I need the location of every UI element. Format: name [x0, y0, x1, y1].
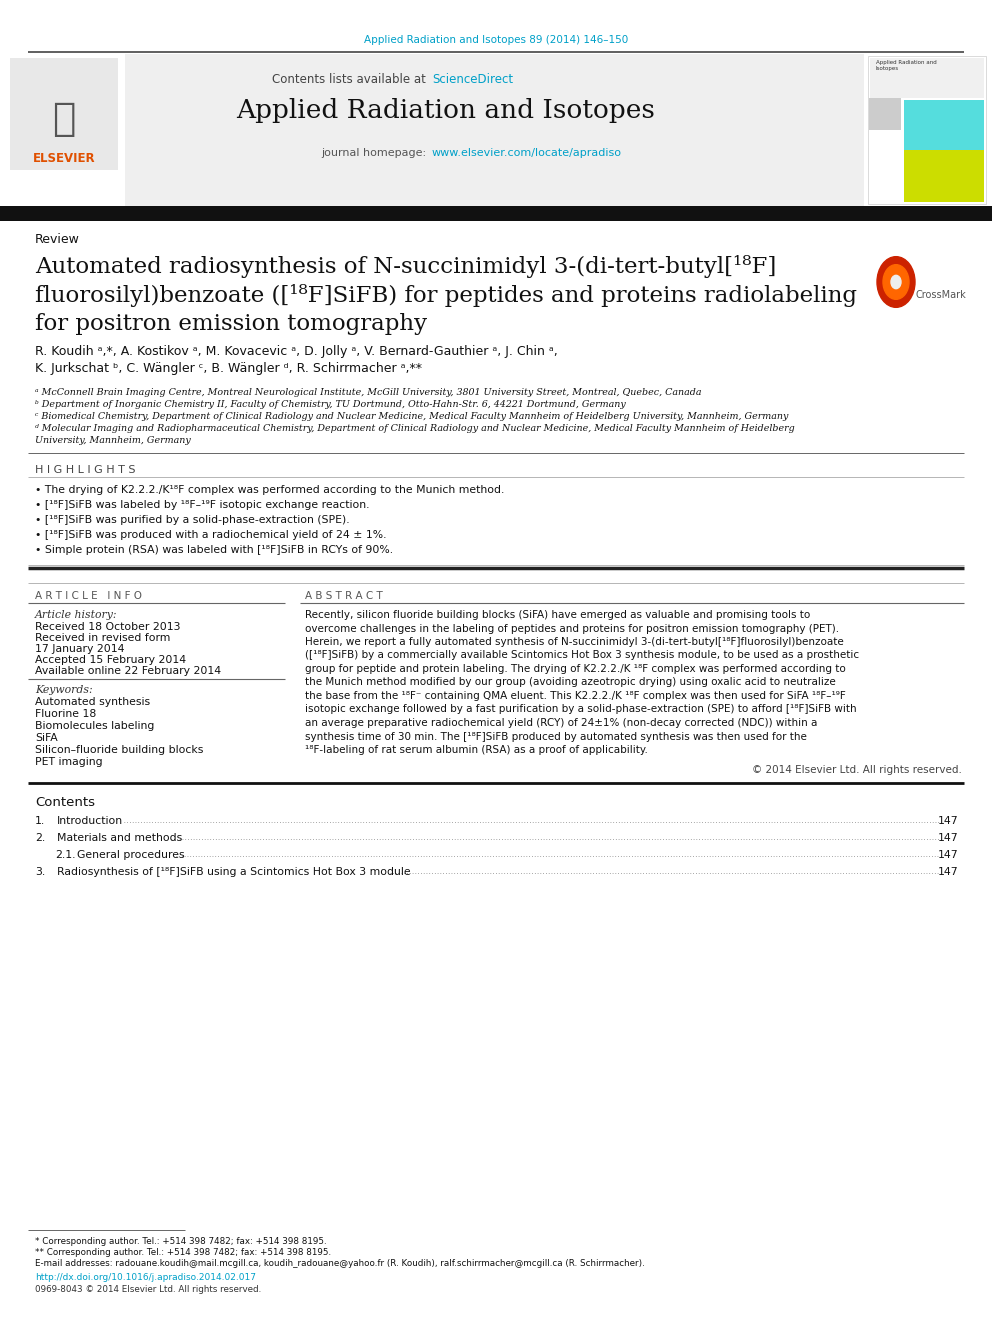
Bar — [0, 206, 992, 221]
Text: Keywords:: Keywords: — [35, 685, 92, 695]
Text: ᵈ Molecular Imaging and Radiopharmaceutical Chemistry, Department of Clinical Ra: ᵈ Molecular Imaging and Radiopharmaceuti… — [35, 423, 795, 433]
Text: General procedures: General procedures — [77, 849, 185, 860]
Text: Article history:: Article history: — [35, 610, 117, 620]
Text: PET imaging: PET imaging — [35, 757, 102, 767]
Text: ᵇ Department of Inorganic Chemistry II, Faculty of Chemistry, TU Dortmund, Otto-: ᵇ Department of Inorganic Chemistry II, … — [35, 400, 626, 409]
Bar — [904, 149, 984, 202]
Text: 2.: 2. — [35, 833, 46, 843]
Text: Radiosynthesis of [¹⁸F]SiFB using a Scintomics Hot Box 3 module: Radiosynthesis of [¹⁸F]SiFB using a Scin… — [57, 867, 411, 877]
Text: • Simple protein (RSA) was labeled with [¹⁸F]SiFB in RCYs of 90%.: • Simple protein (RSA) was labeled with … — [35, 545, 393, 556]
Text: Contents lists available at: Contents lists available at — [273, 73, 430, 86]
Text: Review: Review — [35, 233, 80, 246]
Text: 17 January 2014: 17 January 2014 — [35, 644, 125, 654]
Text: www.elsevier.com/locate/apradiso: www.elsevier.com/locate/apradiso — [432, 148, 622, 157]
Text: Applied Radiation and Isotopes 89 (2014) 146–150: Applied Radiation and Isotopes 89 (2014)… — [364, 34, 628, 45]
Text: A R T I C L E   I N F O: A R T I C L E I N F O — [35, 591, 142, 601]
Text: an average preparative radiochemical yield (RCY) of 24±1% (non-decay corrected (: an average preparative radiochemical yie… — [305, 718, 817, 728]
Text: Fluorine 18: Fluorine 18 — [35, 709, 96, 718]
Text: 147: 147 — [937, 849, 958, 860]
Bar — [904, 101, 984, 149]
Text: overcome challenges in the labeling of peptides and proteins for positron emissi: overcome challenges in the labeling of p… — [305, 623, 839, 634]
Text: http://dx.doi.org/10.1016/j.apradiso.2014.02.017: http://dx.doi.org/10.1016/j.apradiso.201… — [35, 1273, 256, 1282]
Bar — [870, 58, 984, 98]
Circle shape — [891, 275, 901, 288]
Text: Silicon–fluoride building blocks: Silicon–fluoride building blocks — [35, 745, 203, 755]
Text: 3.: 3. — [35, 867, 46, 877]
Text: © 2014 Elsevier Ltd. All rights reserved.: © 2014 Elsevier Ltd. All rights reserved… — [752, 765, 962, 775]
Bar — [10, 58, 118, 169]
Text: isotopic exchange followed by a fast purification by a solid-phase-extraction (S: isotopic exchange followed by a fast pur… — [305, 705, 857, 714]
Text: E-mail addresses: radouane.koudih@mail.mcgill.ca, koudih_radouane@yahoo.fr (R. K: E-mail addresses: radouane.koudih@mail.m… — [35, 1259, 645, 1267]
Text: the base from the ¹⁸F⁻ containing QMA eluent. This K2.2.2./K ¹⁸F complex was the: the base from the ¹⁸F⁻ containing QMA el… — [305, 691, 846, 701]
Text: R. Koudih ᵃ,*, A. Kostikov ᵃ, M. Kovacevic ᵃ, D. Jolly ᵃ, V. Bernard-Gauthier ᵃ,: R. Koudih ᵃ,*, A. Kostikov ᵃ, M. Kovacev… — [35, 345, 558, 359]
Text: 147: 147 — [937, 867, 958, 877]
Text: 147: 147 — [937, 833, 958, 843]
Circle shape — [883, 265, 909, 299]
Text: K. Jurkschat ᵇ, C. Wängler ᶜ, B. Wängler ᵈ, R. Schirrmacher ᵃ,**: K. Jurkschat ᵇ, C. Wängler ᶜ, B. Wängler… — [35, 363, 422, 374]
Text: • The drying of K2.2.2./K¹⁸F complex was performed according to the Munich metho: • The drying of K2.2.2./K¹⁸F complex was… — [35, 486, 504, 495]
Text: Available online 22 February 2014: Available online 22 February 2014 — [35, 665, 221, 676]
Text: 0969-8043 © 2014 Elsevier Ltd. All rights reserved.: 0969-8043 © 2014 Elsevier Ltd. All right… — [35, 1285, 261, 1294]
Text: 🌳: 🌳 — [53, 101, 75, 138]
Text: ¹⁸F-labeling of rat serum albumin (RSA) as a proof of applicability.: ¹⁸F-labeling of rat serum albumin (RSA) … — [305, 745, 648, 755]
Text: Applied Radiation and Isotopes: Applied Radiation and Isotopes — [236, 98, 656, 123]
Text: Biomolecules labeling: Biomolecules labeling — [35, 721, 155, 732]
Text: Materials and methods: Materials and methods — [57, 833, 183, 843]
Text: • [¹⁸F]SiFB was purified by a solid-phase-extraction (SPE).: • [¹⁸F]SiFB was purified by a solid-phas… — [35, 515, 349, 525]
Text: journal homepage:: journal homepage: — [321, 148, 430, 157]
Text: 2.1.: 2.1. — [55, 849, 75, 860]
Text: • [¹⁸F]SiFB was produced with a radiochemical yield of 24 ± 1%.: • [¹⁸F]SiFB was produced with a radioche… — [35, 531, 387, 540]
Text: for positron emission tomography: for positron emission tomography — [35, 314, 428, 335]
Text: Accepted 15 February 2014: Accepted 15 February 2014 — [35, 655, 186, 665]
Text: Introduction: Introduction — [57, 816, 123, 826]
Bar — [5, 54, 125, 206]
Text: the Munich method modified by our group (avoiding azeotropic drying) using oxali: the Munich method modified by our group … — [305, 677, 835, 688]
Text: Contents: Contents — [35, 796, 95, 808]
Text: Isotopes: Isotopes — [876, 66, 899, 71]
Text: • [¹⁸F]SiFB was labeled by ¹⁸F–¹⁹F isotopic exchange reaction.: • [¹⁸F]SiFB was labeled by ¹⁸F–¹⁹F isoto… — [35, 500, 369, 509]
Text: Automated synthesis: Automated synthesis — [35, 697, 150, 706]
Text: ** Corresponding author. Tel.: +514 398 7482; fax: +514 398 8195.: ** Corresponding author. Tel.: +514 398 … — [35, 1248, 331, 1257]
Text: ELSEVIER: ELSEVIER — [33, 152, 95, 165]
Text: Received in revised form: Received in revised form — [35, 632, 171, 643]
Text: * Corresponding author. Tel.: +514 398 7482; fax: +514 398 8195.: * Corresponding author. Tel.: +514 398 7… — [35, 1237, 326, 1246]
Text: H I G H L I G H T S: H I G H L I G H T S — [35, 464, 136, 475]
Bar — [868, 56, 986, 204]
Text: Automated radiosynthesis of N-succinimidyl 3-(di-tert-butyl[¹⁸F]: Automated radiosynthesis of N-succinimid… — [35, 255, 777, 278]
Text: Recently, silicon fluoride building blocks (SiFA) have emerged as valuable and p: Recently, silicon fluoride building bloc… — [305, 610, 810, 620]
Text: ([¹⁸F]SiFB) by a commercially available Scintomics Hot Box 3 synthesis module, t: ([¹⁸F]SiFB) by a commercially available … — [305, 651, 859, 660]
Bar — [869, 98, 901, 130]
Text: 1.: 1. — [35, 816, 46, 826]
Text: ᵃ McConnell Brain Imaging Centre, Montreal Neurological Institute, McGill Univer: ᵃ McConnell Brain Imaging Centre, Montre… — [35, 388, 701, 397]
Text: synthesis time of 30 min. The [¹⁸F]SiFB produced by automated synthesis was then: synthesis time of 30 min. The [¹⁸F]SiFB … — [305, 732, 806, 741]
Text: University, Mannheim, Germany: University, Mannheim, Germany — [35, 437, 190, 445]
Text: Herein, we report a fully automated synthesis of N-succinimidyl 3-(di-tert-butyl: Herein, we report a fully automated synt… — [305, 636, 844, 647]
Text: SiFA: SiFA — [35, 733, 58, 744]
Text: Applied Radiation and: Applied Radiation and — [876, 60, 936, 65]
Text: A B S T R A C T: A B S T R A C T — [305, 591, 383, 601]
Circle shape — [877, 257, 915, 307]
Text: ScienceDirect: ScienceDirect — [432, 73, 513, 86]
Text: ᶜ Biomedical Chemistry, Department of Clinical Radiology and Nuclear Medicine, M: ᶜ Biomedical Chemistry, Department of Cl… — [35, 411, 789, 421]
Text: CrossMark: CrossMark — [916, 290, 967, 300]
Bar — [28, 54, 864, 206]
Text: Received 18 October 2013: Received 18 October 2013 — [35, 622, 181, 632]
Text: group for peptide and protein labeling. The drying of K2.2.2./K ¹⁸F complex was : group for peptide and protein labeling. … — [305, 664, 846, 673]
Text: 147: 147 — [937, 816, 958, 826]
Text: fluorosilyl)benzoate ([¹⁸F]SiFB) for peptides and proteins radiolabeling: fluorosilyl)benzoate ([¹⁸F]SiFB) for pep… — [35, 284, 857, 307]
